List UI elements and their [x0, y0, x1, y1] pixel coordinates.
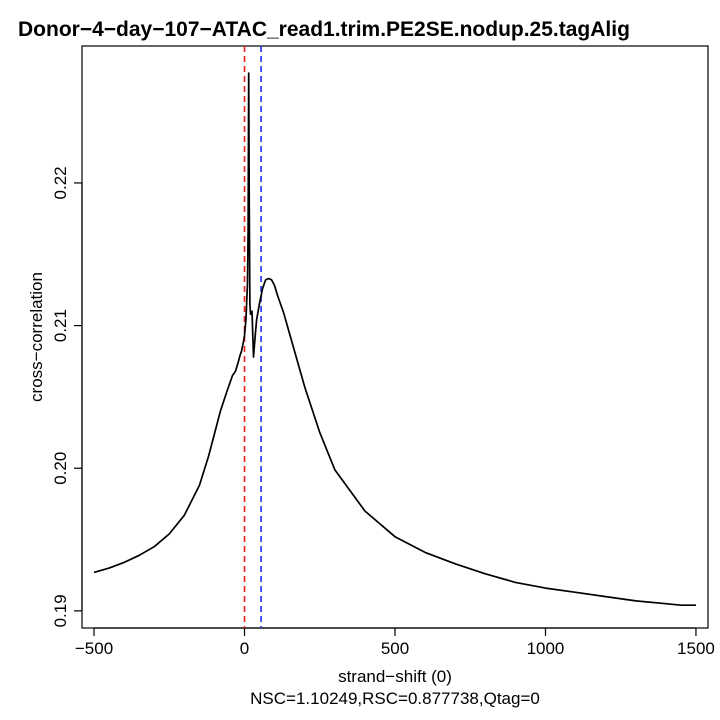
- x-tick-label: 1500: [677, 639, 715, 658]
- chart-subtitle: NSC=1.10249,RSC=0.877738,Qtag=0: [250, 689, 540, 708]
- x-axis-label: strand−shift (0): [338, 667, 452, 686]
- plot-frame: [81, 45, 709, 629]
- x-axis: −500 0 500 1000 1500: [75, 627, 715, 658]
- y-tick-label: 0.19: [51, 594, 70, 627]
- y-axis-label: cross−correlation: [27, 272, 46, 402]
- series-line-cross-correlation: [93, 72, 696, 607]
- x-tick-label: −500: [75, 639, 113, 658]
- y-tick-label: 0.22: [51, 166, 70, 199]
- series-group: [93, 72, 696, 607]
- chart-title: Donor−4−day−107−ATAC_read1.trim.PE2SE.no…: [18, 18, 630, 41]
- y-tick-label: 0.21: [51, 309, 70, 342]
- x-tick-label: 0: [240, 639, 249, 658]
- x-tick-label: 500: [381, 639, 409, 658]
- y-axis: 0.19 0.20 0.21 0.22: [51, 166, 83, 627]
- y-tick-label: 0.20: [51, 452, 70, 485]
- x-tick-label: 1000: [527, 639, 565, 658]
